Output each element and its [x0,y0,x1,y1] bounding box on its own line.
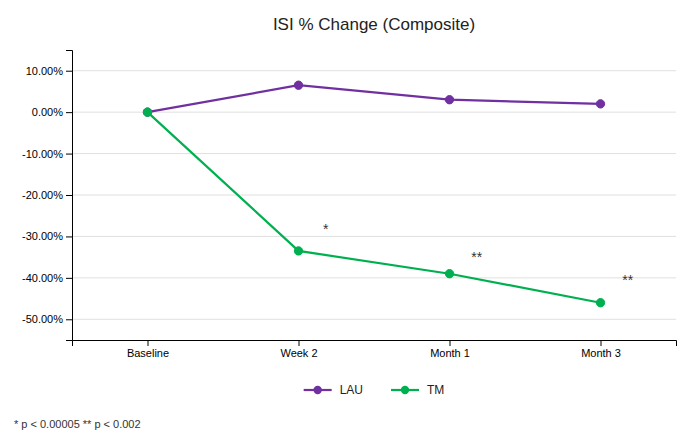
grid-line [72,153,676,154]
x-tick-mark [299,340,300,346]
y-tick-mark [66,278,72,279]
legend-item: TM [391,383,444,397]
y-tick-label: -40.00% [22,272,63,284]
grid-line [72,195,676,196]
x-tick: Month 3 [581,340,621,359]
x-tick: Week 2 [280,340,317,359]
grid-line [72,70,676,71]
annotation: ** [471,249,482,265]
chart: 10.00% 0.00% -10.00% -20.00% -30.00% -40.00% -… [0,0,700,440]
annotations: ***** [323,221,634,288]
x-tick-mark [148,340,149,346]
x-axis-line [73,341,677,347]
y-tick-mark [66,71,72,72]
y-axis: 10.00% 0.00% -10.00% -20.00% -30.00% -40.00% -… [22,51,72,341]
legend-label: LAU [340,383,363,397]
series-marker [143,108,151,116]
y-tick-mark [66,319,72,320]
grid-line [72,112,676,113]
plot-area: 10.00% 0.00% -10.00% -20.00% -30.00% -40.00% -… [22,51,676,359]
x-tick-label: Month 3 [581,347,621,359]
series-marker [143,108,151,116]
series-marker [596,299,604,307]
grid-line [72,236,676,237]
y-tick-label: -20.00% [22,189,63,201]
series-marker [596,100,604,108]
annotation: ** [622,272,633,288]
grid [72,71,676,320]
series-line [148,85,601,112]
y-tick-label: 10.00% [26,65,64,77]
y-tick-label: -50.00% [22,313,63,325]
title: ISI % Change (Composite) [273,15,475,34]
series-marker [294,247,302,255]
x-tick-label: Month 1 [430,347,470,359]
y-tick-mark [66,236,72,237]
series-marker [294,81,302,89]
y-tick-label: 0.00% [32,106,63,118]
y-axis-line [66,51,73,341]
y-tick: 0.00% [32,106,72,118]
x-tick-mark [601,340,602,346]
legend: LAU TM [304,383,445,397]
y-tick: 10.00% [26,65,72,77]
annotation: * [323,221,329,237]
y-tick-mark [66,112,72,113]
y-tick: -40.00% [22,272,72,284]
series-marker [445,270,453,278]
x-tick-label: Week 2 [280,347,317,359]
x-tick: Month 1 [430,340,470,359]
legend-swatch-marker [401,386,409,394]
y-tick: -20.00% [22,189,72,201]
series-group [143,81,604,307]
series-marker [445,96,453,104]
x-tick-mark [450,340,451,346]
x-tick: Baseline [127,340,169,359]
grid-line [72,319,676,320]
grid-line [72,277,676,278]
legend-item: LAU [304,383,363,397]
y-tick: -10.00% [22,148,72,160]
y-tick-mark [66,195,72,196]
legend-label: TM [427,383,444,397]
y-tick: -50.00% [22,313,72,325]
y-tick-mark [66,154,72,155]
series-line [148,112,601,303]
footnote: * p < 0.00005 ** p < 0.002 [14,418,141,430]
legend-swatch-marker [313,386,321,394]
y-tick: -30.00% [22,230,72,242]
x-tick-label: Baseline [127,347,169,359]
y-tick-label: -10.00% [22,148,63,160]
x-axis: Baseline Week 2 Month 1 Month 3 [73,340,677,359]
y-tick-label: -30.00% [22,230,63,242]
